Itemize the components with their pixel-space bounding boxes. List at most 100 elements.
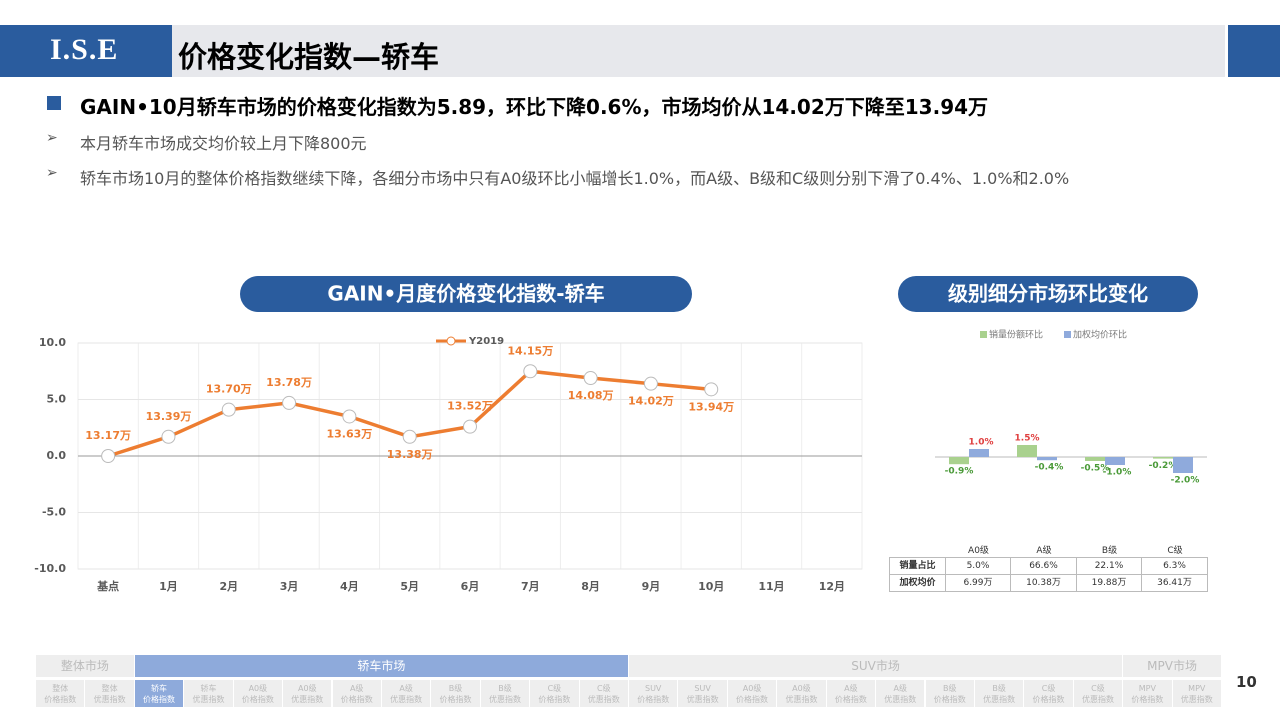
- sub-bullet-icon: ➢: [46, 130, 58, 146]
- data-label: -0.2%: [1149, 461, 1178, 471]
- chart-title-pill: [898, 276, 1198, 312]
- nav-item-label: A0级: [742, 684, 762, 693]
- nav-item-label: B级: [942, 684, 957, 693]
- nav-item-label: 价格指数: [340, 695, 373, 704]
- table-cell: 22.1%: [1076, 557, 1142, 575]
- nav-item[interactable]: 轿车 价格指数: [134, 680, 184, 707]
- legend-swatch: [980, 331, 987, 338]
- table-header: A级: [1036, 546, 1052, 556]
- y-tick-label: -5.0: [42, 506, 66, 519]
- sub-bullet: 本月轿车市场成交均价较上月下降800元: [80, 134, 367, 153]
- nav-item[interactable]: 整体 价格指数: [36, 680, 85, 707]
- nav-item[interactable]: SUV 优惠指数: [678, 680, 727, 707]
- nav-item-label: SUV: [694, 684, 711, 693]
- table-cell: 加权均价: [889, 574, 946, 592]
- nav-item[interactable]: B级 价格指数: [925, 680, 974, 707]
- point: [282, 395, 297, 410]
- nav-item[interactable]: A级 价格指数: [826, 680, 876, 707]
- nav-item-label: 优惠指数: [587, 695, 620, 704]
- nav-item-label: 价格指数: [736, 695, 769, 704]
- sub-bullet: 轿车市场10月的整体价格指数继续下降，各细分市场中只有A0级环比小幅增长1.0%…: [80, 169, 1070, 188]
- nav-group[interactable]: SUV市场: [629, 655, 1123, 677]
- data-label: 13.70万: [206, 383, 252, 396]
- nav-item[interactable]: C级 优惠指数: [579, 680, 628, 707]
- nav-item-label: 轿车: [200, 684, 217, 693]
- data-label: 13.94万: [688, 400, 734, 413]
- nav-item[interactable]: MPV 价格指数: [1123, 680, 1172, 707]
- logo: I.S.E: [50, 33, 119, 66]
- nav-item-label: A0级: [792, 684, 811, 693]
- nav-item[interactable]: A级 价格指数: [332, 680, 381, 707]
- x-tick-label: 基点: [96, 579, 119, 593]
- nav-item-label: 优惠指数: [686, 695, 719, 704]
- nav-item-label: C级: [1091, 684, 1105, 693]
- data-label: 13.38万: [387, 448, 433, 461]
- main-bullet: GAIN•10月轿车市场的价格变化指数为5.89，环比下降0.6%，市场均价从1…: [80, 95, 989, 119]
- nav-item-label: SUV: [645, 684, 662, 693]
- nav-item[interactable]: 轿车 优惠指数: [184, 680, 233, 707]
- nav-item[interactable]: B级 价格指数: [431, 680, 480, 707]
- table-cell: 66.6%: [1010, 557, 1077, 575]
- data-label: -0.5%: [1081, 464, 1110, 474]
- data-label: -2.0%: [1171, 476, 1200, 486]
- nav-item-label: 优惠指数: [983, 695, 1016, 704]
- nav-item-label: 价格指数: [538, 695, 571, 704]
- x-tick-label: 4月: [340, 580, 359, 593]
- nav-item[interactable]: A0级价格指数: [727, 680, 777, 707]
- nav-item-label: 优惠指数: [1180, 695, 1213, 704]
- nav-item-label: 价格指数: [834, 695, 867, 704]
- bar: [1153, 457, 1173, 459]
- page-number: 10: [1236, 673, 1257, 691]
- nav-item[interactable]: A级 优惠指数: [381, 680, 431, 707]
- nav-item[interactable]: C级 价格指数: [1024, 680, 1073, 707]
- x-tick-label: 5月: [400, 580, 419, 593]
- nav-item[interactable]: C级 优惠指数: [1073, 680, 1123, 707]
- legend-label: 加权均价环比: [1073, 329, 1127, 341]
- data-label: 13.63万: [326, 427, 372, 440]
- bar: [1173, 457, 1193, 473]
- legend-label: 销量份额环比: [989, 329, 1043, 341]
- point: [704, 382, 719, 397]
- bar: [1037, 457, 1057, 461]
- logo-box: [0, 25, 172, 77]
- nav-item[interactable]: SUV 价格指数: [629, 680, 678, 707]
- bar: [1017, 445, 1037, 457]
- nav-item[interactable]: A0级 优惠指数: [777, 680, 826, 707]
- data-label: 1.5%: [1015, 434, 1040, 444]
- point: [523, 364, 538, 379]
- nav-item[interactable]: C级 价格指数: [530, 680, 579, 707]
- x-tick-label: 8月: [581, 580, 600, 593]
- point: [463, 419, 477, 434]
- nav-item-label: 轿车: [151, 684, 168, 693]
- chart-title-pill: [240, 276, 692, 312]
- data-label: -0.9%: [945, 467, 974, 477]
- x-tick-label: 7月: [521, 580, 540, 593]
- nav-item-label: 整体: [52, 684, 69, 693]
- x-tick-label: 2月: [219, 580, 238, 593]
- nav-item[interactable]: A0级 优惠指数: [283, 680, 332, 707]
- nav-group[interactable]: MPV市场: [1123, 655, 1221, 677]
- legend-marker: [446, 336, 456, 346]
- nav-item[interactable]: B级优惠指数: [974, 680, 1024, 707]
- nav-item-label: A0级: [248, 684, 268, 693]
- nav-item-label: 优惠指数: [93, 695, 126, 704]
- nav-item-label: 价格指数: [439, 695, 472, 704]
- nav-item[interactable]: 整体 优惠指数: [85, 680, 134, 707]
- table-header: A0级: [968, 546, 989, 556]
- nav-group[interactable]: 整体市场: [36, 655, 134, 677]
- nav-item[interactable]: A0级 价格指数: [233, 680, 283, 707]
- nav-item-label: B级: [992, 684, 1006, 693]
- point: [342, 409, 357, 424]
- nav-group[interactable]: 轿车市场: [134, 655, 628, 677]
- data-label: -1.0%: [1103, 468, 1132, 478]
- nav-item-label: 价格指数: [143, 695, 176, 704]
- point: [101, 449, 116, 463]
- nav-item-label: A0级: [298, 684, 317, 693]
- table-cell: 6.3%: [1141, 557, 1208, 575]
- nav-item[interactable]: B级 优惠指数: [480, 680, 530, 707]
- nav-item[interactable]: MPV 优惠指数: [1172, 680, 1221, 707]
- nav-item[interactable]: A级 优惠指数: [876, 680, 925, 707]
- title-bar: [172, 25, 1225, 77]
